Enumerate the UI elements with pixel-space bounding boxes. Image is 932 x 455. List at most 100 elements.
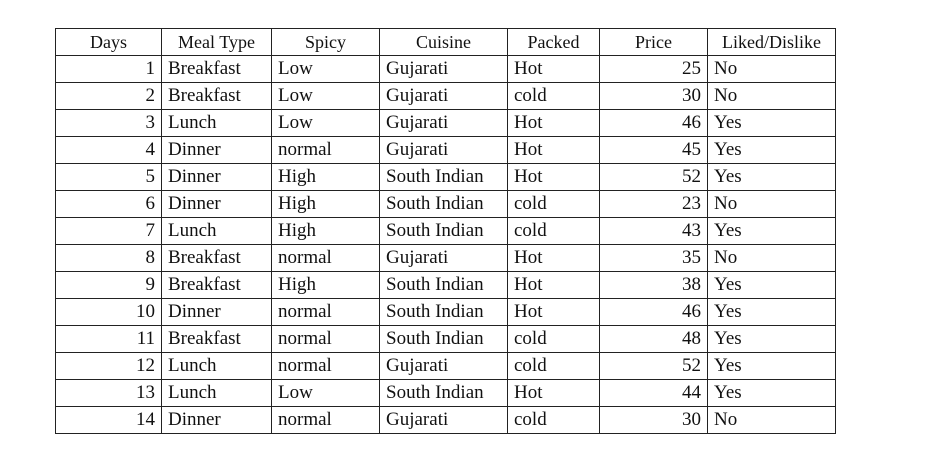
- cell-price: 46: [599, 298, 708, 326]
- header-liked-dislike: Liked/Dislike: [707, 28, 836, 56]
- cell-packed: cold: [507, 190, 600, 218]
- cell-meal-type: Dinner: [161, 406, 272, 434]
- cell-cuisine: South Indian: [379, 298, 508, 326]
- cell-packed: Hot: [507, 136, 600, 164]
- table-row: 1 Breakfast Low Gujarati Hot 25 No: [55, 55, 836, 83]
- cell-price: 44: [599, 379, 708, 407]
- cell-cuisine: South Indian: [379, 190, 508, 218]
- table-row: 8 Breakfast normal Gujarati Hot 35 No: [55, 244, 836, 272]
- cell-meal-type: Dinner: [161, 298, 272, 326]
- cell-days: 13: [55, 379, 162, 407]
- meal-table-container: Days Meal Type Spicy Cuisine Packed Pric…: [55, 28, 836, 434]
- cell-days: 7: [55, 217, 162, 245]
- cell-spicy: Low: [271, 109, 380, 137]
- cell-liked-dislike: No: [707, 406, 836, 434]
- cell-price: 38: [599, 271, 708, 299]
- cell-packed: Hot: [507, 109, 600, 137]
- cell-meal-type: Lunch: [161, 379, 272, 407]
- cell-meal-type: Lunch: [161, 109, 272, 137]
- table-header: Days Meal Type Spicy Cuisine Packed Pric…: [55, 28, 836, 56]
- cell-liked-dislike: Yes: [707, 271, 836, 299]
- table-row: 3 Lunch Low Gujarati Hot 46 Yes: [55, 109, 836, 137]
- cell-days: 1: [55, 55, 162, 83]
- cell-price: 45: [599, 136, 708, 164]
- cell-meal-type: Breakfast: [161, 55, 272, 83]
- cell-days: 4: [55, 136, 162, 164]
- cell-price: 52: [599, 163, 708, 191]
- header-packed: Packed: [507, 28, 600, 56]
- cell-price: 30: [599, 82, 708, 110]
- cell-packed: cold: [507, 325, 600, 353]
- cell-days: 3: [55, 109, 162, 137]
- cell-price: 30: [599, 406, 708, 434]
- table-row: 11 Breakfast normal South Indian cold 48 Yes: [55, 325, 836, 353]
- cell-liked-dislike: Yes: [707, 163, 836, 191]
- cell-meal-type: Breakfast: [161, 82, 272, 110]
- cell-cuisine: Gujarati: [379, 406, 508, 434]
- cell-spicy: normal: [271, 298, 380, 326]
- cell-days: 10: [55, 298, 162, 326]
- cell-cuisine: Gujarati: [379, 55, 508, 83]
- cell-days: 11: [55, 325, 162, 353]
- cell-spicy: normal: [271, 352, 380, 380]
- cell-price: 46: [599, 109, 708, 137]
- cell-liked-dislike: Yes: [707, 109, 836, 137]
- cell-meal-type: Breakfast: [161, 244, 272, 272]
- cell-cuisine: Gujarati: [379, 82, 508, 110]
- cell-packed: cold: [507, 217, 600, 245]
- table-row: 2 Breakfast Low Gujarati cold 30 No: [55, 82, 836, 110]
- cell-meal-type: Dinner: [161, 190, 272, 218]
- cell-spicy: normal: [271, 406, 380, 434]
- cell-days: 8: [55, 244, 162, 272]
- cell-liked-dislike: Yes: [707, 325, 836, 353]
- cell-cuisine: South Indian: [379, 325, 508, 353]
- cell-cuisine: South Indian: [379, 217, 508, 245]
- cell-cuisine: Gujarati: [379, 109, 508, 137]
- cell-meal-type: Lunch: [161, 352, 272, 380]
- table-row: 4 Dinner normal Gujarati Hot 45 Yes: [55, 136, 836, 164]
- cell-packed: Hot: [507, 379, 600, 407]
- table-row: 7 Lunch High South Indian cold 43 Yes: [55, 217, 836, 245]
- cell-cuisine: South Indian: [379, 271, 508, 299]
- header-days: Days: [55, 28, 162, 56]
- cell-spicy: High: [271, 271, 380, 299]
- cell-spicy: Low: [271, 379, 380, 407]
- cell-days: 9: [55, 271, 162, 299]
- cell-price: 23: [599, 190, 708, 218]
- cell-price: 48: [599, 325, 708, 353]
- table-row: 14 Dinner normal Gujarati cold 30 No: [55, 406, 836, 434]
- cell-packed: Hot: [507, 55, 600, 83]
- cell-packed: cold: [507, 82, 600, 110]
- cell-days: 6: [55, 190, 162, 218]
- cell-days: 14: [55, 406, 162, 434]
- cell-packed: Hot: [507, 244, 600, 272]
- cell-days: 12: [55, 352, 162, 380]
- cell-cuisine: Gujarati: [379, 244, 508, 272]
- cell-packed: cold: [507, 406, 600, 434]
- table-row: 5 Dinner High South Indian Hot 52 Yes: [55, 163, 836, 191]
- table-row: 10 Dinner normal South Indian Hot 46 Yes: [55, 298, 836, 326]
- cell-liked-dislike: Yes: [707, 136, 836, 164]
- header-price: Price: [599, 28, 708, 56]
- cell-liked-dislike: No: [707, 190, 836, 218]
- cell-meal-type: Breakfast: [161, 325, 272, 353]
- cell-price: 35: [599, 244, 708, 272]
- header-spicy: Spicy: [271, 28, 380, 56]
- cell-meal-type: Lunch: [161, 217, 272, 245]
- cell-liked-dislike: Yes: [707, 352, 836, 380]
- cell-packed: Hot: [507, 298, 600, 326]
- table-row: 12 Lunch normal Gujarati cold 52 Yes: [55, 352, 836, 380]
- cell-meal-type: Breakfast: [161, 271, 272, 299]
- cell-liked-dislike: No: [707, 55, 836, 83]
- cell-spicy: Low: [271, 82, 380, 110]
- cell-spicy: High: [271, 217, 380, 245]
- cell-meal-type: Dinner: [161, 136, 272, 164]
- cell-days: 2: [55, 82, 162, 110]
- cell-liked-dislike: Yes: [707, 217, 836, 245]
- table-row: 9 Breakfast High South Indian Hot 38 Yes: [55, 271, 836, 299]
- cell-meal-type: Dinner: [161, 163, 272, 191]
- cell-packed: cold: [507, 352, 600, 380]
- cell-days: 5: [55, 163, 162, 191]
- header-row: Days Meal Type Spicy Cuisine Packed Pric…: [55, 28, 836, 56]
- cell-cuisine: Gujarati: [379, 352, 508, 380]
